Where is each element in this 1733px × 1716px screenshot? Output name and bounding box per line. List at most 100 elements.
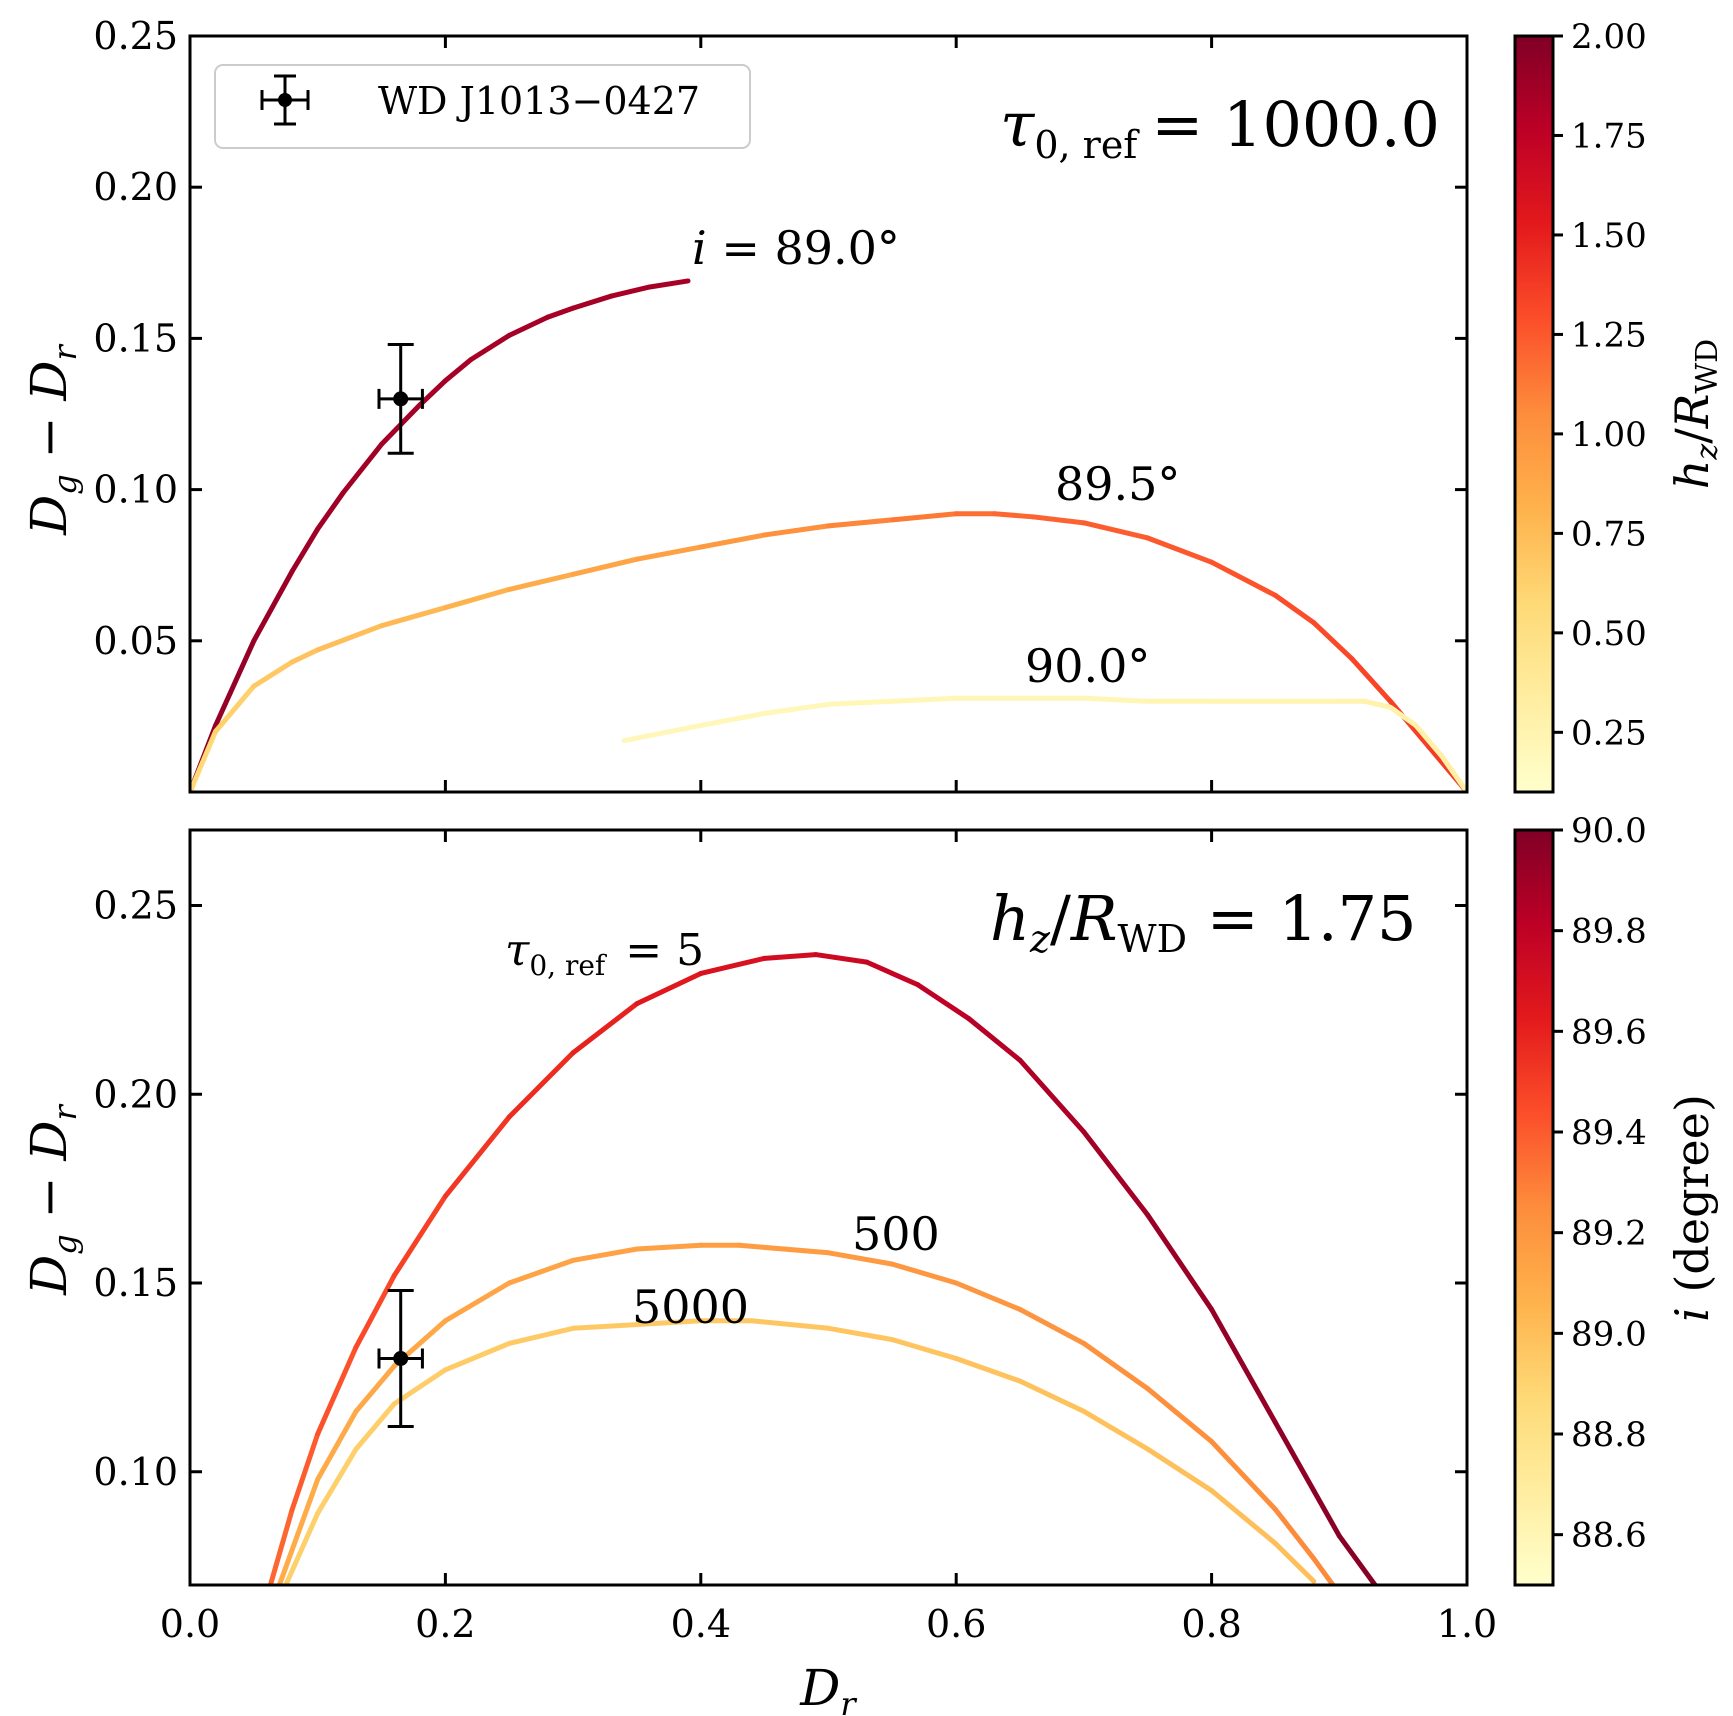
- bottom-series-1-segment: [1272, 1507, 1317, 1562]
- bottom-series-2-segment: [570, 1322, 640, 1331]
- y-tick-label: 0.10: [93, 468, 178, 512]
- top-series-0-segment: [315, 490, 346, 532]
- bottom-colorbar-ticks: 88.6 88.8 89.0 89.2 89.4 89.6 89.8 90.0: [1553, 811, 1647, 1556]
- colorbar-tick-label: 89.8: [1571, 912, 1647, 952]
- colorbar-tick-label: 0.75: [1571, 514, 1647, 554]
- bottom-series-1-segment: [736, 1242, 831, 1256]
- colorbar-tick-label: 1.75: [1571, 116, 1647, 156]
- series-label-tau-5: τ0, ref = 5: [505, 925, 704, 982]
- bottom-series-0-segment: [1311, 1488, 1342, 1539]
- bottom-series-2-segment: [826, 1325, 895, 1343]
- y-tick-label: 0.10: [93, 1450, 178, 1494]
- top-series-1-segment: [315, 623, 385, 653]
- top-series-1-segment: [1311, 620, 1355, 662]
- top-series-2-segment: [1387, 704, 1419, 728]
- top-series-1-segment: [1030, 514, 1087, 526]
- bottom-series-1-segment: [953, 1280, 1023, 1312]
- top-series-0-segment: [417, 378, 448, 408]
- top-series-0-segment: [468, 332, 512, 363]
- top-series-0-segment: [608, 284, 653, 299]
- colorbar-tick-label: 89.2: [1571, 1214, 1647, 1254]
- bottom-series-0-segment: [966, 1016, 1023, 1063]
- x-tick-label: 1.0: [1437, 1602, 1497, 1646]
- legend-marker-icon: [260, 74, 310, 126]
- bottom-series-1-segment: [315, 1408, 359, 1482]
- x-tick-label: 0.8: [1181, 1602, 1241, 1646]
- bottom-series-1-segment: [1209, 1439, 1278, 1512]
- colorbar-tick-label: 0.25: [1571, 713, 1647, 753]
- top-series-0-segment: [340, 441, 385, 496]
- bottom-series-0-segment: [391, 1193, 448, 1278]
- top-panel: 0.05 0.10 0.15 0.20 0.25 WD J1013−0427 τ0, r…: [20, 14, 1469, 794]
- top-series-1-segment: [1209, 559, 1278, 598]
- bottom-series-0-segment: [634, 970, 704, 1007]
- bottom-plot-frame: [188, 828, 1469, 1587]
- colorbar-tick-label: 1.00: [1571, 415, 1647, 455]
- series-label-89-5: 89.5°: [1055, 457, 1180, 511]
- x-tick-label: 0.4: [671, 1602, 731, 1646]
- colorbar-tick-label: 0.50: [1571, 614, 1647, 654]
- bottom-series-0-segment: [1081, 1129, 1151, 1218]
- bottom-series-2-segment: [889, 1337, 959, 1361]
- x-axis-label: Dr: [799, 1659, 857, 1716]
- bottom-series-2-segment: [391, 1367, 448, 1407]
- top-series-1-segment: [379, 605, 448, 629]
- x-tick-label: 0.2: [415, 1602, 475, 1646]
- bottom-panel: 0.0 0.2 0.4 0.6 0.8 1.0 0.10 0.15 0.20 0.25 hz/RW…: [20, 828, 1497, 1716]
- top-series-2-segment: [698, 710, 768, 728]
- bottom-ticks: 0.0 0.2 0.4 0.6 0.8 1.0 0.10 0.15 0.20 0.25: [93, 830, 1497, 1646]
- top-series-0-segment: [289, 526, 321, 574]
- colorbar-tick-label: 88.8: [1571, 1415, 1647, 1455]
- colorbar-tick-label: 90.0: [1571, 811, 1647, 851]
- top-series-0-segment: [647, 278, 691, 290]
- bottom-series-1-segment: [889, 1261, 959, 1286]
- y-tick-label: 0.20: [93, 1072, 178, 1116]
- bottom-colorbar-label: i (degree): [1665, 1094, 1719, 1322]
- colorbar-tick-label: 1.50: [1571, 216, 1647, 256]
- bottom-observation-marker: [377, 1289, 424, 1428]
- top-ticks: 0.05 0.10 0.15 0.20 0.25: [93, 14, 1469, 792]
- bottom-series-1-segment: [442, 1280, 512, 1324]
- bottom-series-0-segment: [506, 1050, 576, 1120]
- top-series-2-segment: [1438, 753, 1467, 792]
- bottom-series-0-segment: [915, 982, 972, 1022]
- bottom-series-2-segment: [283, 1510, 321, 1585]
- colorbar-tick-label: 89.4: [1571, 1113, 1647, 1153]
- top-series-1-segment: [762, 523, 831, 538]
- top-annotation: τ0, ref = 1000.0: [1000, 88, 1440, 167]
- bottom-series-2-segment: [953, 1356, 1023, 1384]
- top-series-2-segment: [762, 701, 831, 716]
- top-series-0-segment: [213, 638, 257, 728]
- top-series-1-segment: [889, 511, 959, 523]
- bottom-series-curves: [267, 952, 1378, 1585]
- bottom-series-0-segment: [570, 1001, 640, 1056]
- legend: WD J1013−0427: [214, 64, 751, 149]
- bottom-series-0-segment: [762, 952, 819, 961]
- bottom-series-2: [283, 1318, 1317, 1585]
- bottom-series-0-segment: [813, 952, 870, 965]
- y-tick-label: 0.20: [93, 165, 178, 209]
- top-series-0-segment: [545, 305, 576, 320]
- bottom-series-1-segment: [1017, 1306, 1087, 1346]
- observation-point: [393, 391, 409, 407]
- bottom-series-1-segment: [826, 1250, 895, 1267]
- series-label-5000: 5000: [632, 1280, 749, 1334]
- bottom-series-1-segment: [353, 1363, 397, 1414]
- top-series-1-segment: [570, 556, 640, 577]
- bottom-series-2-segment: [634, 1318, 704, 1328]
- top-series-2-segment: [1362, 698, 1393, 710]
- bottom-series-2-segment: [1145, 1446, 1215, 1494]
- bottom-series-0-segment: [1272, 1420, 1317, 1494]
- top-series-2-segment: [621, 722, 704, 744]
- bottom-series-1-segment: [276, 1476, 321, 1585]
- observation-point: [393, 1351, 409, 1366]
- top-colorbar-gradient: [1513, 34, 1555, 794]
- bottom-series-2-segment: [749, 1318, 831, 1331]
- bottom-series-1-segment: [1081, 1340, 1151, 1392]
- bottom-series-0-segment: [267, 1507, 295, 1585]
- top-series-1-segment: [826, 517, 895, 529]
- top-series-1-segment: [442, 586, 512, 611]
- top-series-1-segment: [289, 647, 321, 665]
- top-series-2-segment: [1413, 722, 1444, 759]
- bottom-series-0-segment: [1209, 1306, 1278, 1426]
